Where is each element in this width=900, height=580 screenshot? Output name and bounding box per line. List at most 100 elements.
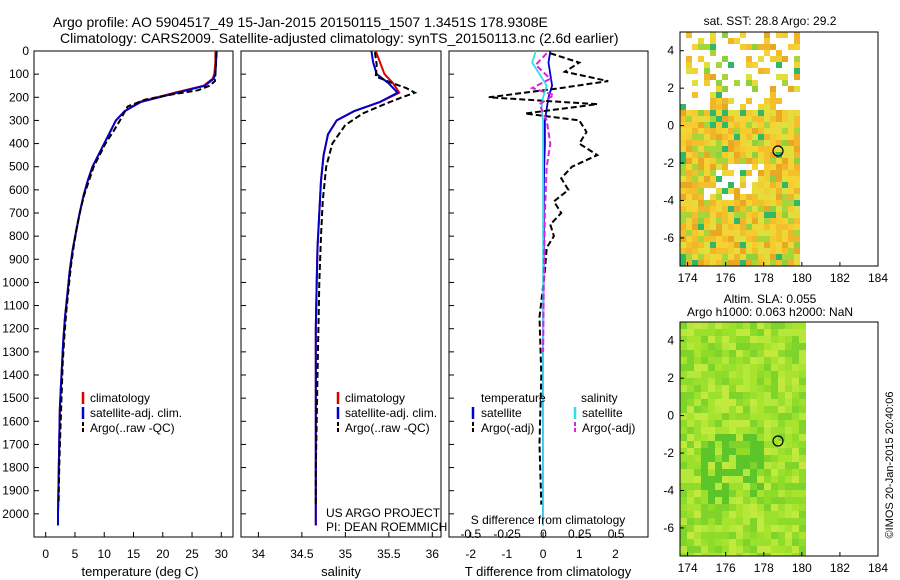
sla-cell (715, 434, 722, 441)
sla-cell (729, 462, 736, 469)
salinity-tick-label: 35 (339, 547, 353, 561)
sla-cell (785, 413, 792, 420)
sla-cell (771, 357, 778, 364)
sst-cell (716, 248, 722, 254)
sst-cell (698, 140, 704, 146)
sla-cell (736, 392, 743, 399)
sla-cell (785, 343, 792, 350)
sst-cell (704, 134, 710, 140)
sst-cell (710, 230, 716, 236)
sla-cell (799, 553, 806, 556)
sst-cell (776, 98, 782, 104)
sst-cell (734, 80, 740, 86)
sst-cell (686, 164, 692, 170)
sst-cell (698, 182, 704, 188)
sst-cell (776, 32, 782, 38)
sst-cell (746, 110, 752, 116)
sst-cell (770, 260, 776, 266)
sst-cell (794, 164, 800, 170)
temperature-tick-label: 25 (185, 547, 199, 561)
sst-cell (752, 206, 758, 212)
sst-cell (794, 260, 800, 266)
sst-cell (722, 104, 728, 110)
sla-cell (736, 448, 743, 455)
sst-cell (680, 254, 686, 260)
sst-cell (686, 134, 692, 140)
sst-cell (782, 218, 788, 224)
sla-cell (729, 392, 736, 399)
sst-cell (788, 260, 794, 266)
sla-cell (771, 329, 778, 336)
sst-cell (680, 212, 686, 218)
legend-label-t-satellite: satellite (481, 406, 522, 420)
sla-cell (687, 490, 694, 497)
sla-cell (778, 539, 785, 546)
sla-cell (778, 518, 785, 525)
sla-cell (757, 476, 764, 483)
sst-cell (704, 206, 710, 212)
sla-cell (771, 525, 778, 532)
sst-cell (794, 158, 800, 164)
sst-cell (710, 134, 716, 140)
sla-cell (694, 476, 701, 483)
sla-cell (799, 364, 806, 371)
sst-cell (692, 152, 698, 158)
sst-cell (788, 194, 794, 200)
sst-cell (680, 146, 686, 152)
sla-cell (792, 350, 799, 357)
sla-cell (736, 483, 743, 490)
sst-cell (764, 200, 770, 206)
sst-cell (788, 86, 794, 92)
sla-cell (729, 448, 736, 455)
sst-cell (764, 44, 770, 50)
sla-cell (757, 518, 764, 525)
sla-cell (771, 336, 778, 343)
sla-cell (708, 511, 715, 518)
sla-cell (750, 462, 757, 469)
sla-cell (680, 490, 687, 497)
sla-cell (743, 462, 750, 469)
sst-cell (776, 110, 782, 116)
sst-cell (770, 182, 776, 188)
sla-cell (764, 455, 771, 462)
sst-cell (716, 188, 722, 194)
sla-cell (778, 343, 785, 350)
sla-cell (715, 490, 722, 497)
sla-cell (771, 364, 778, 371)
sst-cell (788, 242, 794, 248)
sst-cell (686, 158, 692, 164)
sst-cell (746, 218, 752, 224)
sla-cell (680, 525, 687, 532)
sst-cell (788, 146, 794, 152)
sst-cell (740, 218, 746, 224)
sla-cell (750, 434, 757, 441)
sla-cell (715, 504, 722, 511)
sla-cell (722, 343, 729, 350)
salinity-series (314, 51, 418, 526)
sst-cell (710, 50, 716, 56)
sst-cell (692, 188, 698, 194)
sla-cell (764, 385, 771, 392)
s-difference-label: S difference from climatology (471, 513, 626, 527)
sla-cell (701, 504, 708, 511)
sla-cell (778, 392, 785, 399)
sla-cell (778, 532, 785, 539)
sst-cell (698, 260, 704, 266)
sst-cell (710, 158, 716, 164)
sst-cell (710, 98, 716, 104)
sla-cell (736, 336, 743, 343)
sst-cell (782, 200, 788, 206)
sst-cell (728, 188, 734, 194)
t-difference-xlabel: T difference from climatology (465, 564, 632, 579)
sla-cell (771, 469, 778, 476)
map-lon-label: 174 (678, 561, 698, 575)
sst-cell (722, 248, 728, 254)
sla-cell (764, 497, 771, 504)
difference-x-axis: -2 -1 0 1 2 (465, 532, 619, 561)
sst-cell (764, 122, 770, 128)
sla-cell (736, 406, 743, 413)
sst-cell (698, 254, 704, 260)
sst-cell (704, 44, 710, 50)
sst-cell (710, 152, 716, 158)
sst-cell (680, 194, 686, 200)
